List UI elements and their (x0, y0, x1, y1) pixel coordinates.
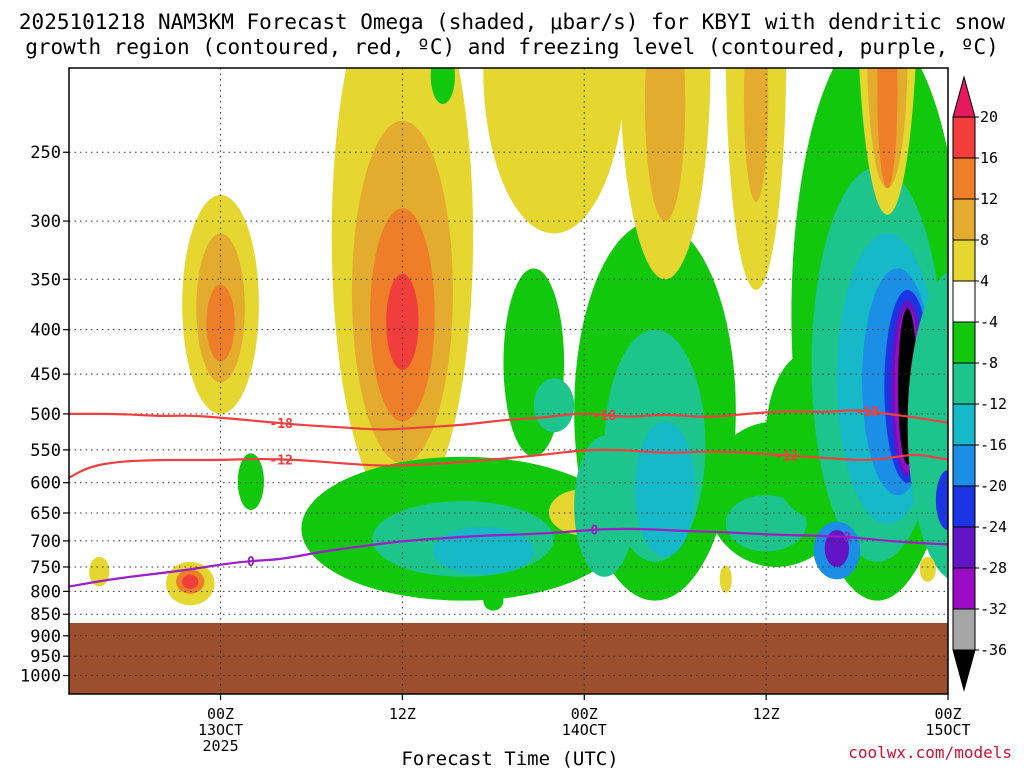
y-tick-label-850: 850 (30, 605, 61, 625)
credit-link[interactable]: coolwx.com/models (848, 743, 1012, 762)
y-axis: 2503003504004505005506006507007508008509… (20, 143, 69, 687)
colorbar-segment-9 (952, 485, 976, 528)
y-tick-label-400: 400 (30, 321, 61, 341)
y-tick-label-650: 650 (30, 504, 61, 524)
contour-label-isotherm-minus-18-0: -18 (269, 417, 293, 432)
colorbar-label--24: -24 (980, 518, 1007, 536)
colorbar-bottom-arrow (952, 649, 976, 692)
contour-isotherm-minus-12 (69, 448, 948, 479)
omega-feature-2 (206, 284, 235, 362)
colorbar-label--16: -16 (980, 436, 1007, 454)
y-tick-label-900: 900 (30, 627, 61, 647)
colorbar-segment-12 (952, 608, 976, 651)
x-tick-label-0-0: 00Z (207, 705, 234, 723)
x-tick-label-72-0: 00Z (934, 705, 961, 723)
colorbar-label--32: -32 (980, 600, 1007, 618)
y-tick-label-750: 750 (30, 558, 61, 578)
omega-feature-12 (483, 68, 625, 234)
x-tick-label-18-0: 12Z (389, 705, 416, 723)
colorbar-label--12: -12 (980, 395, 1007, 413)
omega-feature-42 (824, 529, 849, 567)
colorbar-segment-10 (952, 526, 976, 569)
x-axis-label: Forecast Time (UTC) (401, 748, 618, 768)
chart-title-line-2: growth region (contoured, red, ºC) and f… (25, 35, 999, 59)
omega-feature-18 (533, 378, 575, 433)
y-tick-label-450: 450 (30, 365, 61, 385)
x-tick-label-0-2: 2025 (202, 737, 238, 755)
contours: 0 0 0 -12 -12 -18 -18 -18 (69, 405, 948, 588)
x-tick-label-36-0: 00Z (571, 705, 598, 723)
contour-label-isotherm-minus-18-2: -18 (855, 405, 879, 420)
chart-title-line-1: 2025101218 NAM3KM Forecast Omega (shaded… (19, 10, 1006, 34)
colorbar-segment-5 (952, 321, 976, 364)
colorbar-label--4: -4 (980, 313, 998, 331)
colorbar-label--8: -8 (980, 354, 998, 372)
contour-label-freezing-level-1: 0 (590, 524, 598, 539)
omega-feature-45 (935, 469, 948, 530)
below-ground-fill (69, 623, 948, 694)
contour-label-isotherm-minus-12-1: -12 (775, 449, 798, 464)
colorbar-label--20: -20 (980, 477, 1007, 495)
colorbar-label-12: 12 (980, 190, 998, 208)
omega-feature-23 (634, 421, 696, 557)
ground-layer (69, 623, 948, 694)
x-tick-label-0-1: 13OCT (198, 721, 243, 739)
y-tick-label-800: 800 (30, 582, 61, 602)
colorbar-segment-6 (952, 362, 976, 405)
omega-feature-26 (644, 68, 686, 222)
y-tick-label-300: 300 (30, 212, 61, 232)
omega-feature-7 (237, 453, 264, 511)
colorbar-segment-11 (952, 567, 976, 610)
colorbar-segment-1 (952, 157, 976, 200)
y-tick-label-700: 700 (30, 532, 61, 552)
colorbar-label-4: 4 (980, 272, 989, 290)
omega-feature-20 (483, 590, 504, 611)
y-tick-label-500: 500 (30, 405, 61, 425)
y-tick-label-600: 600 (30, 474, 61, 494)
y-tick-label-250: 250 (30, 143, 61, 163)
contour-label-freezing-level-0: 0 (247, 555, 255, 570)
x-tick-label-54-0: 12Z (753, 705, 780, 723)
colorbar-label-16: 16 (980, 149, 998, 167)
omega-shading (89, 68, 948, 611)
y-tick-label-1000: 1000 (20, 667, 61, 687)
omega-feature-13 (430, 68, 455, 104)
y-tick-label-350: 350 (30, 270, 61, 290)
colorbar-label-8: 8 (980, 231, 989, 249)
colorbar-label--28: -28 (980, 559, 1007, 577)
colorbar-label--36: -36 (980, 641, 1007, 659)
colorbar-segment-3 (952, 239, 976, 282)
x-tick-label-36-1: 14OCT (562, 721, 607, 739)
colorbar: 20 16 12 8 4 -4 -8 -12 -16 -20 -24 -28 -32 -36 (952, 75, 1007, 692)
plot-area: 0 0 0 -12 -12 -18 -18 -18 (69, 68, 948, 694)
omega-feature-24 (574, 435, 635, 577)
gridlines (69, 68, 948, 694)
omega-feature-28 (743, 68, 769, 202)
colorbar-segment-0 (952, 116, 976, 159)
omega-feature-48 (877, 68, 898, 189)
omega-feature-32 (719, 565, 732, 593)
y-tick-label-550: 550 (30, 441, 61, 461)
colorbar-segment-7 (952, 403, 976, 446)
contour-label-isotherm-minus-12-0: -12 (269, 453, 292, 468)
omega-feature-6 (89, 556, 110, 587)
contour-isotherm-minus-18 (69, 409, 948, 431)
contour-freezing-level (69, 527, 948, 588)
omega-feature-30 (725, 495, 807, 552)
omega-feature-16 (432, 527, 534, 575)
contour-label-freezing-level-2: 0 (843, 531, 851, 546)
y-tick-label-950: 950 (30, 647, 61, 667)
colorbar-top-arrow (952, 75, 976, 118)
colorbar-label-20: 20 (980, 108, 998, 126)
colorbar-segment-2 (952, 198, 976, 241)
plot-frame (68, 67, 949, 695)
x-tick-label-72-1: 15OCT (925, 721, 970, 739)
contour-label-isotherm-minus-18-1: -18 (593, 409, 617, 424)
omega-feature-5 (182, 574, 199, 589)
colorbar-segment-8 (952, 444, 976, 487)
colorbar-segment-4 (952, 280, 976, 323)
omega-feature-51 (919, 556, 936, 582)
